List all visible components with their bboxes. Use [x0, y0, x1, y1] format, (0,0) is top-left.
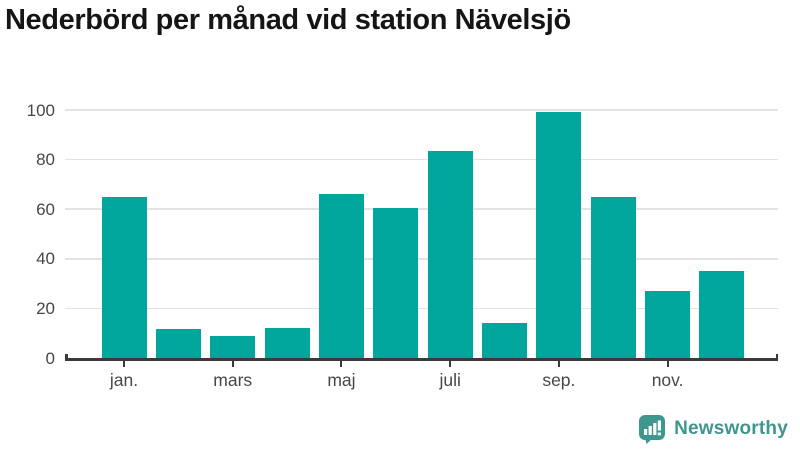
newsworthy-logo-icon: [639, 415, 666, 444]
bar-juli: [427, 150, 473, 358]
chart-title: Nederbörd per månad vid station Nävelsjö: [5, 4, 571, 36]
bar-dec: [699, 271, 745, 358]
x-tick-sep: [557, 360, 560, 367]
x-axis-line: [65, 358, 778, 361]
gridline-100: [65, 109, 778, 111]
newsworthy-logo-text: Newsworthy: [674, 418, 788, 439]
bar-sep: [536, 112, 582, 358]
x-tick-mars: [231, 360, 234, 367]
y-axis-label-20: 20: [36, 298, 55, 318]
x-tick-jan: [123, 360, 125, 367]
bar-maj: [318, 194, 364, 358]
y-axis-label-100: 100: [26, 100, 55, 120]
gridline-60: [65, 208, 778, 210]
bar-okt: [590, 196, 636, 358]
y-axis-label-0: 0: [45, 348, 55, 368]
bar-mars: [210, 335, 256, 358]
gridline-40: [65, 258, 778, 260]
x-axis-label-mars: mars: [213, 370, 253, 390]
x-axis-endcap-right: [775, 353, 778, 361]
x-tick-maj: [340, 360, 343, 367]
bar-feb: [155, 329, 201, 358]
plot-area: jan. mars maj juli sep. nov.: [65, 108, 778, 390]
bar-nov: [645, 291, 691, 358]
y-axis-label-60: 60: [36, 199, 55, 219]
y-axis-label-40: 40: [36, 249, 55, 269]
bar-juni: [373, 207, 419, 358]
x-axis-label-maj: maj: [327, 370, 356, 390]
x-axis-label-juli: juli: [439, 370, 461, 390]
x-tick-juli: [449, 360, 452, 367]
x-axis-label-jan: jan.: [109, 370, 139, 390]
bar-apr: [264, 328, 310, 358]
x-tick-nov: [666, 360, 669, 367]
x-axis-label-sep: sep.: [542, 370, 576, 390]
gridline-80: [65, 158, 778, 161]
x-axis-endcap-left: [65, 353, 68, 361]
bar-jan: [101, 196, 147, 358]
bar-aug: [482, 323, 528, 358]
newsworthy-logo[interactable]: Newsworthy: [638, 414, 788, 444]
gridline-20: [65, 307, 778, 310]
x-axis-label-nov: nov.: [651, 370, 684, 390]
y-axis-label-80: 80: [36, 150, 55, 170]
